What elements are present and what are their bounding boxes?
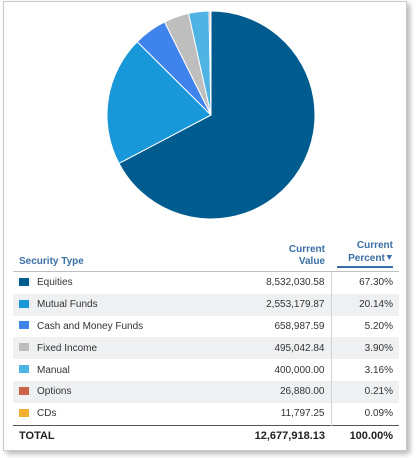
header-current-value[interactable]: Current Value <box>288 244 325 267</box>
row-security-type: CDs <box>13 403 211 425</box>
row-current-percent: 0.21% <box>330 380 399 403</box>
chevron-down-icon: ⯆ <box>385 253 393 263</box>
row-current-value: 400,000.00 <box>274 364 325 376</box>
row-security-type: Mutual Funds <box>13 293 212 316</box>
row-current-percent: 3.16% <box>330 359 399 381</box>
row-current-value: 2,553,179.87 <box>211 293 331 316</box>
row-current-value: 11,797.25 <box>280 408 325 420</box>
security-type-label: Manual <box>37 364 70 376</box>
row-current-value: 495,042.84 <box>211 337 331 360</box>
legend-swatch <box>19 364 29 373</box>
legend-swatch <box>19 321 29 330</box>
legend-swatch <box>19 299 29 308</box>
table-header-row: Security Type Current Value Current Perc… <box>13 240 399 272</box>
security-type-label: Options <box>37 386 72 398</box>
legend-swatch <box>19 343 29 352</box>
table-row[interactable]: Fixed Income 495,042.84 3.90% <box>13 337 399 360</box>
total-value: 12,677,918.13 <box>254 430 325 443</box>
row-security-type: Options <box>13 380 212 403</box>
row-current-percent: 0.09% <box>330 402 399 426</box>
table-row[interactable]: Options 26,880.00 0.21% <box>13 380 399 403</box>
table-body: Equities 8,532,030.58 67.30% Mutual Funds 2,… <box>13 271 399 426</box>
security-type-label: Equities <box>37 277 73 289</box>
header-current-percent[interactable]: Current Percent⯆ <box>331 240 399 272</box>
row-current-percent: 67.30% <box>330 271 399 294</box>
legend-swatch <box>19 277 29 286</box>
security-type-label: CDs <box>37 408 57 420</box>
header-security-type[interactable]: Security Type <box>19 256 84 267</box>
total-row: TOTAL 12,677,918.13 100.00% <box>13 425 399 447</box>
table-row[interactable]: Manual 400,000.00 3.16% <box>13 359 399 381</box>
table-row[interactable]: Equities 8,532,030.58 67.30% <box>13 271 399 294</box>
row-current-percent: 20.14% <box>330 293 399 316</box>
row-security-type: Manual <box>13 359 211 381</box>
table-row[interactable]: CDs 11,797.25 0.09% <box>13 402 399 426</box>
pie-slice-mutual-funds[interactable] <box>106 41 212 165</box>
row-current-value: 658,987.59 <box>274 320 325 332</box>
total-percent: 100.00% <box>349 430 393 443</box>
table-row[interactable]: Mutual Funds 2,553,179.87 20.14% <box>13 293 399 316</box>
row-security-type: Equities <box>13 272 211 294</box>
row-current-percent: 5.20% <box>330 315 399 338</box>
security-type-label: Fixed Income <box>37 342 98 354</box>
legend-swatch <box>19 408 29 417</box>
security-type-label: Cash and Money Funds <box>37 320 144 332</box>
pie-chart <box>106 10 316 220</box>
table-row[interactable]: Cash and Money Funds 658,987.59 5.20% <box>13 315 399 338</box>
pie-slice-cds[interactable] <box>209 10 212 116</box>
row-current-percent: 3.90% <box>330 337 399 360</box>
row-security-type: Cash and Money Funds <box>13 316 211 338</box>
pie-slice-equities[interactable] <box>118 10 316 220</box>
legend-swatch <box>19 386 29 395</box>
row-security-type: Fixed Income <box>13 337 212 360</box>
row-current-value: 26,880.00 <box>211 380 331 403</box>
holdings-table: Security Type Current Value Current Perc… <box>13 240 399 447</box>
security-type-label: Mutual Funds <box>37 299 98 311</box>
asset-allocation-card: Security Type Current Value Current Perc… <box>3 1 407 451</box>
total-label: TOTAL <box>19 430 55 443</box>
row-current-value: 8,532,030.58 <box>266 277 325 289</box>
